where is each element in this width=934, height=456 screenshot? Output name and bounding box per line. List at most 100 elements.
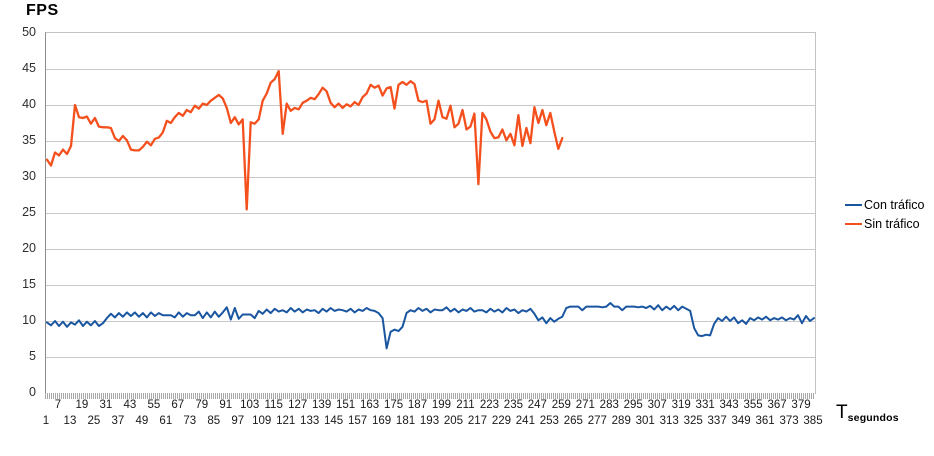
x-tick-label-313: 313: [659, 415, 679, 427]
x-tick-label-61: 61: [159, 415, 173, 427]
y-tick-label-40: 40: [22, 97, 36, 111]
x-tick-label-325: 325: [683, 415, 703, 427]
y-axis-tick-labels: 0 5 10 15 20 25 30 35 40 45 50: [0, 25, 41, 399]
x-tick-label-247: 247: [527, 399, 547, 411]
x-tick-label-55: 55: [147, 399, 161, 411]
x-tick-label-181: 181: [395, 415, 416, 427]
x-tick-label-187: 187: [407, 399, 428, 411]
x-tick-label-79: 79: [195, 399, 209, 411]
y-tick-label-45: 45: [22, 61, 36, 75]
y-tick-label-10: 10: [22, 313, 36, 327]
x-tick-label-169: 169: [371, 415, 392, 427]
x-tick-label-355: 355: [743, 399, 763, 411]
x-tick-label-25: 25: [87, 415, 101, 427]
x-tick-label-49: 49: [135, 415, 149, 427]
x-tick-label-199: 199: [431, 399, 452, 411]
x-tick-label-241: 241: [515, 415, 535, 427]
x-axis-title-sub: segundos: [847, 412, 899, 424]
x-tick-label-151: 151: [336, 399, 356, 411]
x-tick-label-217: 217: [467, 415, 488, 427]
x-tick-label-193: 193: [419, 415, 440, 427]
series-lines: [46, 70, 815, 350]
x-tick-label-337: 337: [707, 415, 727, 427]
x-tick-label-145: 145: [324, 415, 344, 427]
x-tick-label-97: 97: [231, 415, 245, 427]
x-tick-label-31: 31: [99, 399, 113, 411]
x-tick-label-349: 349: [731, 415, 751, 427]
x-axis-tick-marks: [45, 393, 815, 399]
x-tick-label-289: 289: [611, 415, 631, 427]
x-tick-label-121: 121: [276, 415, 296, 427]
x-tick-label-7: 7: [54, 399, 62, 411]
y-tick-label-50: 50: [22, 25, 36, 39]
legend-label-con-trafico: Con tráfico: [864, 198, 925, 212]
gridline-y-30: [46, 177, 815, 178]
series-line-sin-trafico: [46, 70, 564, 211]
x-tick-label-259: 259: [551, 399, 571, 411]
x-tick-label-211: 211: [456, 399, 475, 411]
x-tick-label-235: 235: [503, 399, 523, 411]
x-tick-label-91: 91: [219, 399, 233, 411]
series-line-con-trafico: [46, 302, 815, 350]
gridline-y-5: [46, 357, 815, 358]
y-tick-label-30: 30: [22, 169, 36, 183]
x-tick-label-283: 283: [599, 399, 619, 411]
x-tick-label-127: 127: [288, 399, 308, 411]
gridline-y-10: [46, 321, 815, 322]
legend-label-sin-trafico: Sin tráfico: [864, 217, 920, 231]
x-tick-label-139: 139: [312, 399, 332, 411]
gridline-y-45: [46, 69, 815, 70]
legend: Con tráfico Sin tráfico: [845, 198, 924, 236]
x-axis-title: Tsegundos: [836, 402, 899, 424]
gridline-y-25: [46, 213, 815, 214]
y-tick-label-25: 25: [22, 205, 36, 219]
x-tick-label-103: 103: [240, 399, 260, 411]
y-tick-label-15: 15: [22, 277, 36, 291]
gridline-y-40: [46, 105, 815, 106]
x-tick-label-175: 175: [383, 399, 404, 411]
x-tick-label-385: 385: [803, 415, 823, 427]
x-tick-label-373: 373: [779, 415, 799, 427]
y-axis-title: FPS: [26, 2, 59, 19]
x-tick-label-223: 223: [479, 399, 500, 411]
x-tick-label-331: 331: [695, 399, 715, 411]
x-tick-label-367: 367: [767, 399, 787, 411]
plot-area: [45, 32, 816, 394]
x-tick-label-43: 43: [123, 399, 137, 411]
x-tick-label-85: 85: [207, 415, 221, 427]
y-tick-label-5: 5: [29, 349, 36, 363]
x-tick-label-115: 115: [264, 399, 283, 411]
legend-swatch-con-trafico: [845, 204, 862, 206]
x-tick-label-343: 343: [719, 399, 739, 411]
x-tick-label-37: 37: [111, 415, 125, 427]
x-tick-label-301: 301: [635, 415, 655, 427]
gridline-y-20: [46, 249, 815, 250]
x-tick-label-319: 319: [671, 399, 691, 411]
x-tick-label-271: 271: [575, 399, 595, 411]
x-tick-label-229: 229: [491, 415, 511, 427]
x-tick-label-73: 73: [183, 415, 197, 427]
x-tick-label-109: 109: [252, 415, 272, 427]
legend-item-sin-trafico: Sin tráfico: [845, 217, 924, 231]
x-tick-label-205: 205: [443, 415, 464, 427]
x-tick-label-379: 379: [791, 399, 811, 411]
x-tick-label-361: 361: [755, 415, 775, 427]
x-axis-title-main: T: [836, 402, 848, 423]
y-tick-label-0: 0: [29, 385, 36, 399]
x-tick-label-277: 277: [587, 415, 607, 427]
x-tick-label-19: 19: [75, 399, 89, 411]
gridline-y-15: [46, 285, 815, 286]
x-axis-tick-labels: 7 19 31 43 55 67 79 91 103 115 127 139 151 163 175 187 1…: [42, 393, 823, 437]
x-tick-label-1: 1: [42, 415, 50, 427]
x-tick-label-163: 163: [359, 399, 380, 411]
y-tick-label-20: 20: [22, 241, 36, 255]
x-tick-label-265: 265: [563, 415, 583, 427]
x-tick-label-157: 157: [347, 415, 368, 427]
x-tick-label-67: 67: [171, 399, 185, 411]
x-tick-label-295: 295: [623, 399, 643, 411]
x-tick-label-253: 253: [539, 415, 559, 427]
legend-swatch-sin-trafico: [845, 223, 862, 225]
y-tick-label-35: 35: [22, 133, 36, 147]
x-tick-label-307: 307: [647, 399, 667, 411]
